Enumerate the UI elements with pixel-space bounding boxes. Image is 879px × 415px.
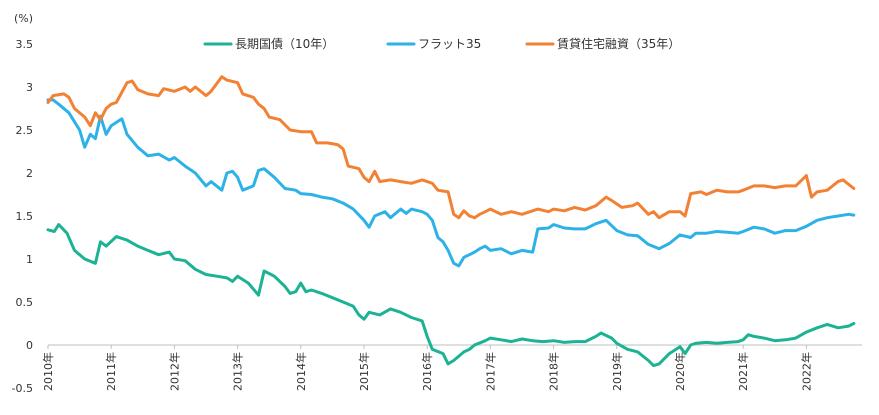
x-tick-label: 2021年 — [736, 352, 750, 391]
x-tick-label: 2016年 — [420, 352, 434, 391]
x-tick-label: 2018年 — [547, 352, 561, 391]
series-line-1 — [46, 223, 856, 368]
y-tick-label: -0.5 — [12, 382, 33, 395]
series-lines — [46, 75, 856, 368]
y-axis-unit-label: (%) — [14, 12, 33, 25]
series-line-3 — [46, 75, 856, 220]
x-tick-label: 2012年 — [167, 352, 181, 391]
x-axis-ticks: 2010年 2011年 2012年 2013年 2014年 2015年 2016年 2017年… — [41, 345, 813, 391]
y-tick-label: 0.5 — [16, 296, 34, 309]
y-axis-ticks: 3.5 3 2.5 2 1.5 1 0.5 0 -0.5 — [12, 38, 33, 395]
y-tick-label: 2.5 — [16, 124, 34, 137]
x-tick-label: 2014年 — [294, 352, 308, 391]
x-tick-label: 2011年 — [104, 352, 118, 391]
legend-label-3: 賃貸住宅融資（35年） — [557, 36, 680, 51]
y-tick-label: 3 — [26, 81, 33, 94]
x-tick-label: 2022年 — [799, 352, 813, 391]
x-tick-label: 2013年 — [231, 352, 245, 391]
y-tick-label: 0 — [26, 339, 33, 352]
x-tick-label: 2019年 — [610, 352, 624, 391]
x-tick-label: 2020年 — [673, 352, 687, 391]
legend-label-1: 長期国債（10年） — [235, 36, 334, 51]
y-tick-label: 3.5 — [16, 38, 34, 51]
x-tick-label: 2017年 — [483, 352, 497, 391]
legend-label-2: フラット35 — [418, 37, 481, 51]
series-line-2 — [46, 98, 856, 268]
y-tick-label: 1.5 — [16, 210, 34, 223]
x-tick-label: 2015年 — [357, 352, 371, 391]
x-tick-label: 2010年 — [41, 352, 55, 391]
y-tick-label: 1 — [26, 253, 33, 266]
legend: 長期国債（10年） フラット35 賃貸住宅融資（35年） — [203, 36, 680, 51]
y-tick-label: 2 — [26, 167, 33, 180]
